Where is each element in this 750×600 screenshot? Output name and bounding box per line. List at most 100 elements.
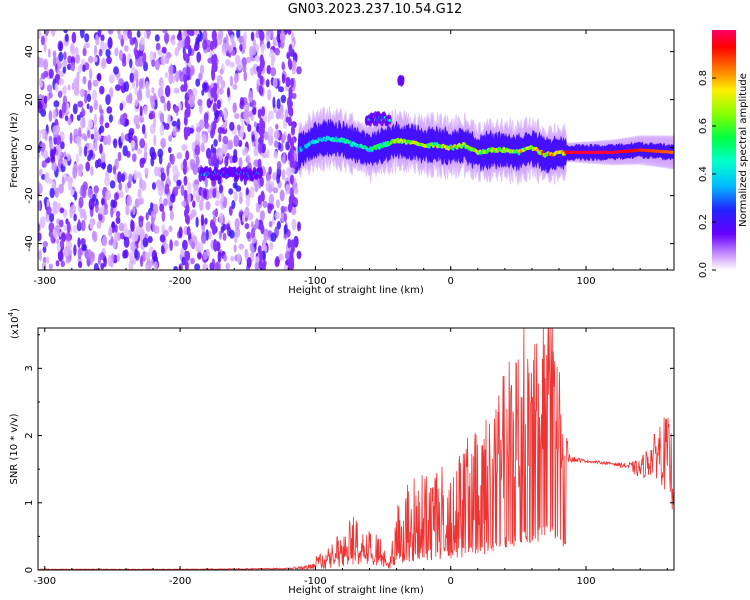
noise-blob — [153, 261, 158, 270]
noise-blob — [140, 36, 145, 46]
noise-blob — [81, 186, 87, 199]
noise-streak — [257, 108, 262, 119]
noise-blob — [196, 51, 202, 63]
noise-streak — [290, 137, 294, 148]
noise-blob — [236, 30, 241, 39]
noise-blob — [228, 44, 232, 54]
x-axis-label: Height of straight line (km) — [288, 585, 424, 596]
noise-blob — [181, 144, 188, 151]
noise-blob — [138, 216, 144, 228]
noise-blob — [141, 124, 146, 135]
noise-blob — [276, 173, 280, 184]
noise-blob — [217, 126, 224, 134]
noise-blob — [63, 85, 67, 95]
noise-blob — [278, 86, 284, 93]
noise-blob — [38, 56, 41, 68]
noise-blob — [159, 123, 165, 136]
feature-core — [401, 77, 404, 81]
x-axis-label: Height of straight line (km) — [288, 285, 424, 296]
noise-blob — [84, 135, 88, 142]
noise-blob — [275, 199, 280, 209]
noise-blob — [176, 152, 183, 160]
y-tick-label: 20 — [24, 93, 35, 106]
noise-blob — [253, 121, 258, 128]
noise-blob — [229, 75, 234, 87]
noise-blob — [158, 78, 162, 87]
noise-blob — [134, 248, 139, 259]
noise-blob — [203, 251, 208, 261]
noise-blob — [225, 223, 231, 231]
noise-streak — [259, 176, 264, 187]
noise-streak — [290, 77, 295, 88]
noise-blob — [99, 85, 105, 95]
noise-streak — [259, 75, 264, 86]
noise-blob — [232, 102, 237, 113]
noise-streak — [186, 107, 191, 118]
noise-streak — [260, 191, 265, 202]
noise-blob — [98, 206, 104, 215]
noise-blob — [159, 203, 165, 212]
noise-blob — [245, 187, 249, 196]
noise-blob — [254, 218, 260, 230]
noise-blob — [58, 78, 64, 86]
noise-blob — [192, 163, 199, 176]
noise-blob — [130, 241, 136, 252]
spectrogram-frame — [37, 29, 675, 271]
noise-blob — [154, 34, 160, 42]
noise-blob — [134, 39, 138, 50]
noise-blob — [125, 118, 130, 127]
snr-series-line — [38, 328, 674, 570]
noise-blob — [164, 123, 170, 130]
noise-streak — [213, 53, 218, 64]
noise-blob — [269, 241, 274, 251]
noise-blob — [153, 134, 157, 147]
noise-blob — [164, 243, 169, 251]
noise-blob — [96, 73, 101, 81]
noise-blob — [262, 152, 268, 159]
noise-blob — [255, 43, 259, 54]
noise-blob — [226, 87, 231, 98]
noise-blob — [223, 254, 228, 262]
noise-streak — [289, 146, 294, 157]
noise-blob — [296, 250, 302, 260]
y-tick-label: 2 — [24, 432, 35, 438]
noise-blob — [202, 30, 208, 41]
noise-blob — [105, 48, 111, 58]
noise-blob — [144, 251, 151, 261]
noise-blob — [38, 144, 41, 154]
noise-blob — [200, 142, 205, 153]
noise-blob — [49, 213, 55, 223]
noise-blob — [130, 220, 135, 233]
noise-blob — [268, 203, 275, 210]
noise-blob — [49, 187, 55, 199]
noise-blob — [58, 109, 63, 119]
noise-blob — [279, 189, 285, 202]
noise-blob — [41, 261, 47, 270]
noise-blob — [254, 256, 260, 265]
noise-blob — [267, 126, 274, 137]
noise-blob — [219, 68, 224, 75]
noise-blob — [147, 236, 153, 243]
noise-blob — [88, 55, 94, 64]
noise-streak — [211, 70, 216, 81]
noise-blob — [106, 106, 113, 114]
noise-streak — [287, 262, 292, 270]
noise-blob — [38, 129, 42, 141]
noise-blob — [195, 78, 201, 87]
noise-blob — [255, 30, 260, 39]
noise-blob — [218, 184, 224, 194]
noise-blob — [148, 260, 152, 269]
noise-blob — [91, 230, 96, 241]
noise-blob — [41, 160, 47, 168]
noise-blob — [213, 139, 218, 147]
noise-blob — [178, 263, 183, 270]
noise-streak — [260, 58, 265, 69]
noise-streak — [290, 239, 295, 250]
noise-blob — [232, 182, 237, 189]
noise-blob — [161, 210, 166, 223]
noise-blob — [129, 72, 134, 83]
noise-blob — [163, 101, 167, 112]
noise-blob — [67, 174, 71, 183]
noise-blob — [89, 149, 94, 158]
noise-blob — [139, 157, 145, 169]
